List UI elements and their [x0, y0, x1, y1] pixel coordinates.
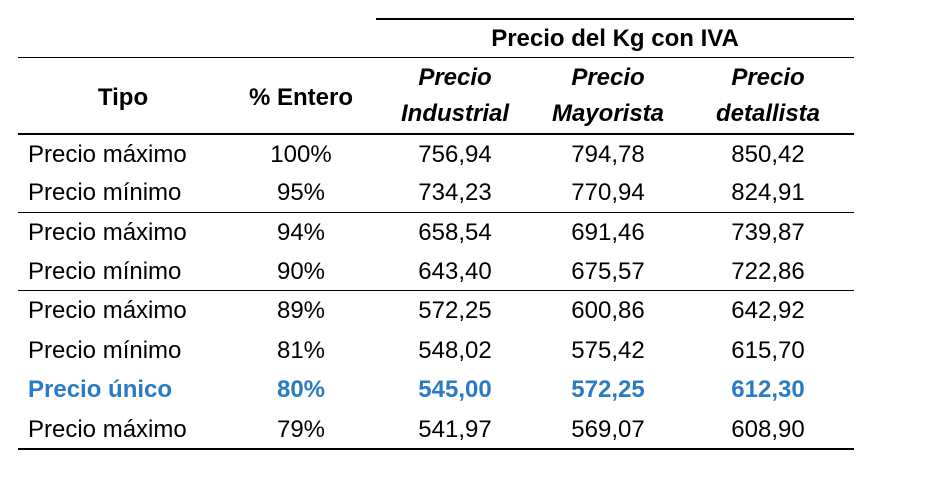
cell-entero: 80%: [276, 376, 326, 403]
cell-entero: 89%: [276, 297, 326, 324]
column-header-entero: % Entero: [248, 84, 353, 111]
column-header-industrial-line1: Precio: [418, 64, 492, 91]
cell-industrial: 658,54: [418, 219, 492, 246]
row-group-rule-2: [18, 290, 854, 291]
cell-tipo: Precio mínimo: [28, 258, 182, 285]
cell-detallista: 615,70: [731, 337, 805, 364]
cell-detallista: 824,91: [731, 179, 805, 206]
cell-industrial: 572,25: [418, 297, 492, 324]
cell-mayorista: 600,86: [571, 297, 645, 324]
cell-industrial: 643,40: [418, 258, 492, 285]
column-header-mayorista-line2: Mayorista: [551, 100, 665, 127]
cell-tipo: Precio máximo: [28, 416, 187, 443]
cell-mayorista: 569,07: [571, 416, 645, 443]
column-header-detallista-line1: Precio: [731, 64, 805, 91]
cell-detallista: 722,86: [731, 258, 805, 285]
cell-mayorista: 572,25: [571, 376, 645, 403]
cell-detallista: 612,30: [731, 376, 805, 403]
cell-entero: 95%: [276, 179, 326, 206]
cell-entero: 79%: [276, 416, 326, 443]
cell-tipo: Precio mínimo: [28, 179, 182, 206]
cell-industrial: 541,97: [418, 416, 492, 443]
row-group-rule-1: [18, 212, 854, 213]
cell-tipo: Precio máximo: [28, 219, 187, 246]
cell-mayorista: 794,78: [571, 141, 645, 168]
column-header-mayorista-line1: Precio: [571, 64, 645, 91]
column-header-tipo: Tipo: [97, 84, 149, 111]
cell-mayorista: 675,57: [571, 258, 645, 285]
bottom-rule: [18, 448, 854, 450]
cell-tipo: Precio único: [28, 376, 173, 403]
cell-detallista: 608,90: [731, 416, 805, 443]
cell-mayorista: 770,94: [571, 179, 645, 206]
cell-detallista: 850,42: [731, 141, 805, 168]
cell-detallista: 642,92: [731, 297, 805, 324]
top-rule-group: [376, 18, 854, 20]
cell-tipo: Precio mínimo: [28, 337, 182, 364]
cell-industrial: 734,23: [418, 179, 492, 206]
cell-entero: 100%: [270, 141, 332, 168]
cell-mayorista: 575,42: [571, 337, 645, 364]
cell-tipo: Precio máximo: [28, 297, 187, 324]
cell-entero: 94%: [276, 219, 326, 246]
column-header-detallista-line2: detallista: [715, 100, 821, 127]
header-bottom-rule: [18, 133, 854, 135]
cell-entero: 90%: [276, 258, 326, 285]
cell-industrial: 545,00: [418, 376, 492, 403]
cell-mayorista: 691,46: [571, 219, 645, 246]
cell-industrial: 756,94: [418, 141, 492, 168]
column-header-industrial-line2: Industrial: [400, 100, 509, 127]
group-header: Precio del Kg con IVA: [491, 25, 739, 52]
group-header-rule: [18, 57, 854, 58]
cell-entero: 81%: [276, 337, 326, 364]
cell-industrial: 548,02: [418, 337, 492, 364]
cell-detallista: 739,87: [731, 219, 805, 246]
cell-tipo: Precio máximo: [28, 141, 187, 168]
